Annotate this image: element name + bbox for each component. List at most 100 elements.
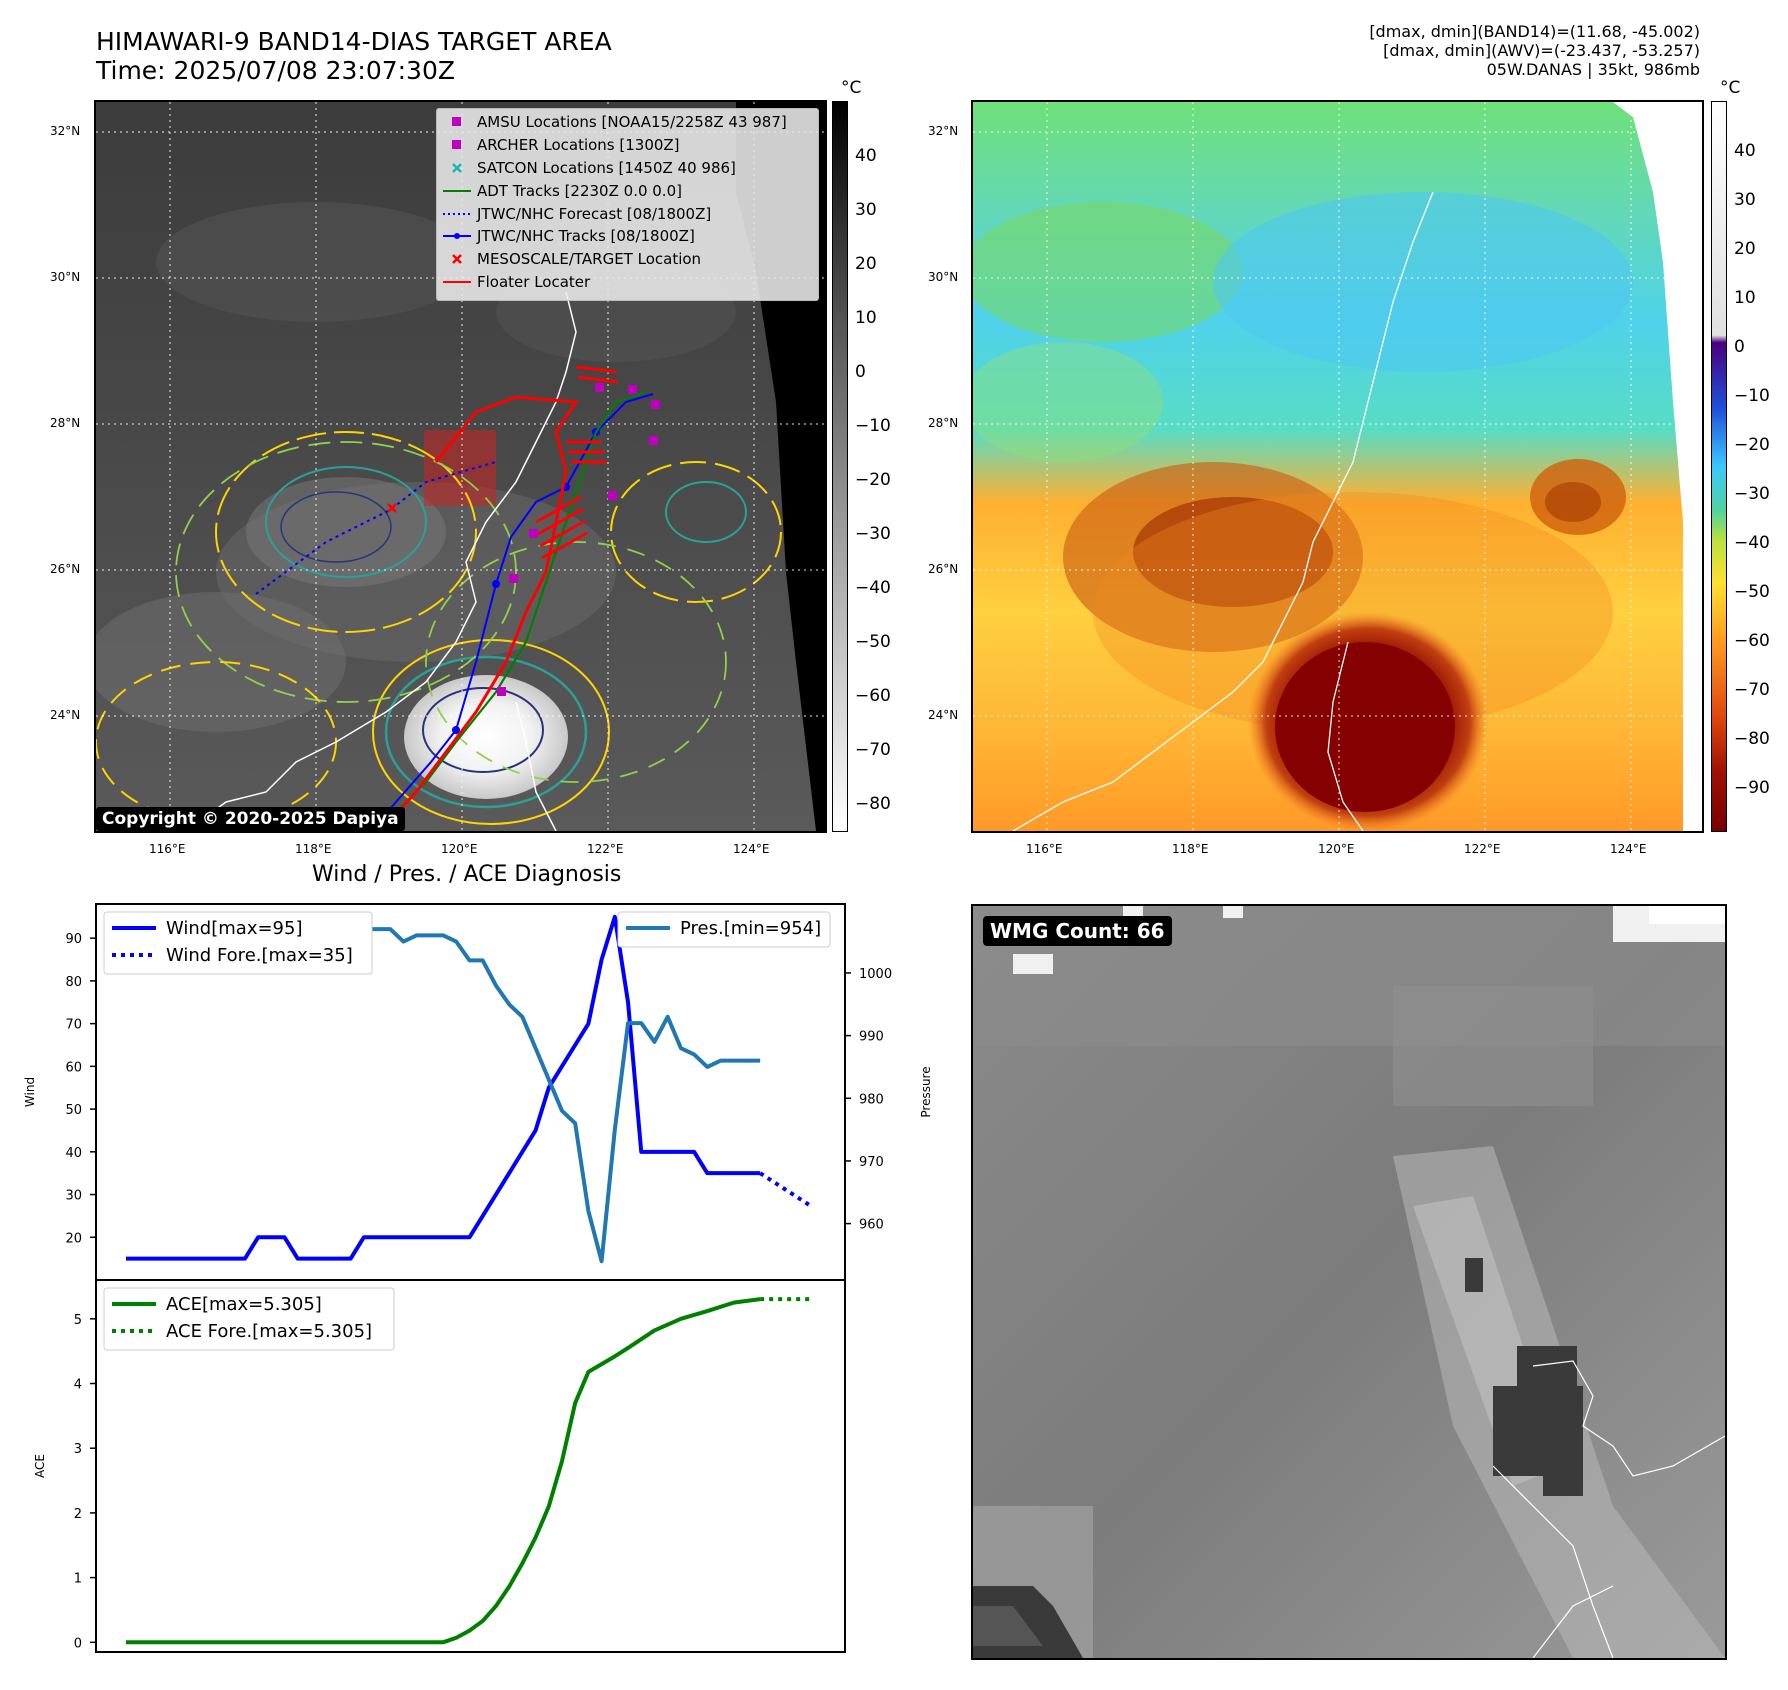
colorbar-tick: −70	[855, 740, 891, 760]
ace-y-tick-label: 1	[74, 1572, 82, 1587]
wind-y-tick-label: 20	[65, 1231, 82, 1246]
colorbar-tick: 0	[855, 362, 866, 382]
colorbar-tick: −80	[855, 794, 891, 814]
legend-item-satcon: SATCON Locations [1450Z 40 986]	[437, 157, 818, 180]
legend-item-floater: Floater Locater	[437, 271, 818, 294]
info-line-3: 05W.DANAS | 35kt, 986mb	[1486, 60, 1700, 79]
square-marker-icon	[437, 116, 477, 128]
wv-colorbar-unit: °C	[1720, 78, 1741, 98]
lon-tick-label: 118°E	[1172, 842, 1209, 856]
colorbar-tick: −50	[1734, 582, 1770, 602]
wv-colorbar	[1711, 101, 1727, 832]
colorbar-tick: 20	[1734, 239, 1756, 259]
legend-label: JTWC/NHC Forecast [08/1800Z]	[477, 204, 712, 223]
colorbar-tick: −10	[1734, 386, 1770, 406]
line-dot-icon	[437, 232, 477, 240]
wind-y-tick-label: 50	[65, 1103, 82, 1118]
wv-map-image	[973, 102, 1702, 831]
colorbar-tick: −60	[855, 686, 891, 706]
ace-y-tick-label: 4	[74, 1378, 82, 1393]
legend-label: Floater Locater	[477, 272, 591, 291]
lat-tick-label: 26°N	[50, 562, 81, 576]
colorbar-tick: −30	[1734, 484, 1770, 504]
colorbar-tick: 40	[1734, 141, 1756, 161]
legend-item-adt: ADT Tracks [2230Z 0.0 0.0]	[437, 179, 818, 202]
title-line-1: HIMAWARI-9 BAND14-DIAS TARGET AREA	[96, 27, 612, 56]
wind-axis-label: Wind	[23, 1077, 37, 1107]
info-line-2: [dmax, dmin](AWV)=(-23.437, -53.257)	[1383, 41, 1700, 60]
colorbar-tick: −80	[1734, 729, 1770, 749]
wind-y-tick-label: 30	[65, 1189, 82, 1204]
solid-line-icon	[437, 188, 477, 194]
ace-axis-label: ACE	[33, 1454, 47, 1478]
colorbar-tick: 20	[855, 254, 877, 274]
lat-tick-label: 24°N	[928, 708, 959, 722]
colorbar-tick: −20	[1734, 435, 1770, 455]
colorbar-tick: −40	[855, 578, 891, 598]
lat-tick-label: 28°N	[50, 416, 81, 430]
wind-y-tick-label: 40	[65, 1146, 82, 1161]
lat-tick-label: 32°N	[50, 124, 81, 138]
legend-item-jtwc-tracks: JTWC/NHC Tracks [08/1800Z]	[437, 225, 818, 248]
wv-map-panel	[971, 100, 1704, 833]
colorbar-tick: 10	[1734, 288, 1756, 308]
lon-tick-label: 118°E	[295, 842, 332, 856]
colorbar-tick: 40	[855, 146, 877, 166]
lon-tick-label: 124°E	[733, 842, 770, 856]
wmg-image	[973, 906, 1725, 1658]
colorbar-tick: −40	[1734, 533, 1770, 553]
lat-tick-label: 30°N	[928, 270, 959, 284]
legend-item-jtwc-forecast: JTWC/NHC Forecast [08/1800Z]	[437, 202, 818, 225]
legend-label: Wind[max=95]	[166, 918, 303, 939]
ir-map-legend: AMSU Locations [NOAA15/2258Z 43 987] ARC…	[436, 108, 819, 301]
copyright-badge: Copyright © 2020-2025 Dapiya	[96, 807, 405, 831]
colorbar-tick: 30	[855, 200, 877, 220]
ir-colorbar-unit: °C	[841, 78, 862, 98]
legend-label: ADT Tracks [2230Z 0.0 0.0]	[477, 181, 682, 200]
pressure-y-tick-label: 1000	[859, 967, 892, 982]
colorbar-tick: −30	[855, 524, 891, 544]
lon-tick-label: 122°E	[1464, 842, 1501, 856]
lon-tick-label: 120°E	[1318, 842, 1355, 856]
x-marker-icon	[437, 162, 477, 174]
legend-item-archer: ARCHER Locations [1300Z]	[437, 134, 818, 157]
colorbar-tick: −90	[1734, 778, 1770, 798]
pressure-y-tick-label: 960	[859, 1218, 884, 1233]
wind-y-tick-label: 90	[65, 932, 82, 947]
colorbar-tick: −50	[855, 632, 891, 652]
lon-tick-label: 122°E	[587, 842, 624, 856]
legend-label: AMSU Locations [NOAA15/2258Z 43 987]	[477, 113, 787, 132]
wind-legend	[103, 911, 373, 975]
legend-label: JTWC/NHC Tracks [08/1800Z]	[477, 227, 695, 246]
solid-line-icon	[437, 279, 477, 285]
legend-label: MESOSCALE/TARGET Location	[477, 250, 702, 269]
ace-y-tick-label: 2	[74, 1507, 82, 1522]
legend-item-amsu: AMSU Locations [NOAA15/2258Z 43 987]	[437, 111, 818, 134]
lat-tick-label: 26°N	[928, 562, 959, 576]
pressure-y-tick-label: 990	[859, 1030, 884, 1045]
square-marker-icon	[437, 139, 477, 151]
pressure-legend	[617, 911, 831, 948]
series-line-1	[759, 1171, 815, 1210]
series-line-0	[126, 914, 761, 1261]
lon-tick-label: 124°E	[1610, 842, 1647, 856]
figure-title: HIMAWARI-9 BAND14-DIAS TARGET AREA Time:…	[96, 27, 612, 85]
colorbar-tick: −20	[855, 470, 891, 490]
wind-y-tick-label: 70	[65, 1018, 82, 1033]
legend-item-mesoscale: MESOSCALE/TARGET Location	[437, 248, 818, 271]
colorbar-tick: −70	[1734, 680, 1770, 700]
legend-label: ACE[max=5.305]	[166, 1294, 322, 1315]
pressure-axis-label: Pressure	[919, 1066, 933, 1117]
pressure-y-tick-label: 970	[859, 1155, 884, 1170]
info-block: [dmax, dmin](BAND14)=(11.68, -45.002) [d…	[1369, 22, 1700, 79]
colorbar-tick: 0	[1734, 337, 1745, 357]
info-line-1: [dmax, dmin](BAND14)=(11.68, -45.002)	[1369, 22, 1700, 41]
wind-y-tick-label: 60	[65, 1060, 82, 1075]
lat-tick-label: 24°N	[50, 708, 81, 722]
lon-tick-label: 116°E	[1026, 842, 1063, 856]
x-marker-icon	[437, 253, 477, 265]
ir-colorbar	[832, 101, 848, 832]
colorbar-tick: 30	[1734, 190, 1756, 210]
wind-y-tick-label: 80	[65, 975, 82, 990]
lon-tick-label: 116°E	[149, 842, 186, 856]
